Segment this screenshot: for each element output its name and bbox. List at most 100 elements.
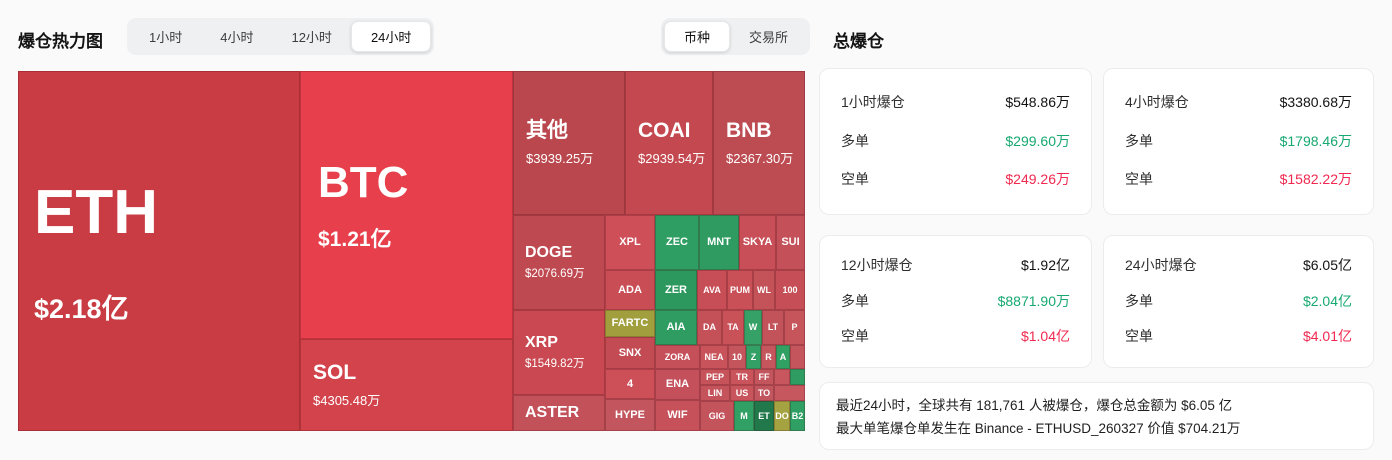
cell-symbol: DO bbox=[775, 410, 789, 421]
treemap-cell-sol[interactable]: SOL $4305.48万 bbox=[300, 339, 513, 431]
cell-symbol: WL bbox=[757, 284, 771, 295]
treemap-cell-xpl[interactable]: XPL bbox=[605, 215, 655, 270]
treemap-cell-snx[interactable]: SNX bbox=[605, 337, 655, 369]
short-value: $1.04亿 bbox=[1020, 328, 1070, 344]
treemap-cell-ava[interactable]: AVA bbox=[697, 270, 727, 310]
cell-symbol: XPL bbox=[619, 236, 641, 249]
treemap-cell-ena[interactable]: ENA bbox=[655, 369, 700, 400]
treemap-cell-blank-36[interactable] bbox=[790, 345, 805, 369]
treemap-cell-us[interactable]: US bbox=[730, 385, 754, 401]
cell-symbol: DOGE bbox=[525, 244, 573, 262]
cell-symbol: NEA bbox=[704, 351, 724, 362]
long-value: $2.04亿 bbox=[1302, 292, 1352, 309]
treemap-cell-pep[interactable]: PEP bbox=[700, 369, 730, 385]
total-row: 4小时爆仓 $3380.68万 bbox=[1125, 92, 1352, 112]
treemap-cell-10[interactable]: 10 bbox=[728, 345, 746, 369]
treemap-cell-lin[interactable]: LIN bbox=[700, 385, 730, 401]
treemap-cell-blank-41[interactable] bbox=[774, 369, 790, 385]
cell-symbol: FARTC bbox=[611, 317, 649, 330]
cell-symbol: B2 bbox=[791, 410, 804, 421]
treemap-cell-blank-46[interactable] bbox=[774, 385, 805, 401]
tab-24h[interactable]: 24小时 bbox=[350, 21, 432, 52]
treemap-cell-btc[interactable]: BTC $1.21亿 bbox=[300, 71, 513, 339]
long-row: 多单 $1798.46万 bbox=[1125, 131, 1352, 151]
treemap-cell-doge[interactable]: DOGE $2076.69万 bbox=[513, 215, 605, 310]
cell-symbol: ZORA bbox=[664, 351, 691, 362]
long-row: 多单 $2.04亿 bbox=[1125, 291, 1352, 311]
treemap-cell-fartc[interactable]: FARTC bbox=[605, 310, 655, 337]
long-value: $8871.90万 bbox=[997, 292, 1070, 309]
treemap-cell-blank-42[interactable] bbox=[790, 369, 805, 385]
tab-12h[interactable]: 12小时 bbox=[291, 30, 332, 45]
treemap-cell-w[interactable]: W bbox=[744, 310, 762, 345]
treemap-cell-nea[interactable]: NEA bbox=[700, 345, 728, 369]
long-row: 多单 $8871.90万 bbox=[841, 291, 1070, 311]
cell-value: $1.21亿 bbox=[318, 228, 392, 252]
treemap-cell-mnt[interactable]: MNT bbox=[699, 215, 739, 270]
treemap-cell-da[interactable]: DA bbox=[697, 310, 722, 345]
treemap-cell-m[interactable]: M bbox=[734, 401, 754, 431]
footer-line-1: 最近24小时，全球共有 181,761 人被爆仓，爆仓总金额为 $6.05 亿 bbox=[836, 398, 1233, 413]
treemap-cell-p[interactable]: P bbox=[784, 310, 805, 345]
treemap-cell-4[interactable]: 4 bbox=[605, 369, 655, 399]
card-title: 24小时爆仓 bbox=[1125, 257, 1197, 273]
treemap-cell-wl[interactable]: WL bbox=[753, 270, 775, 310]
treemap-cell-gig[interactable]: GIG bbox=[700, 401, 734, 431]
short-row: 空单 $1.04亿 bbox=[841, 326, 1070, 346]
cell-symbol: ET bbox=[758, 410, 770, 421]
cell-symbol: PUM bbox=[730, 284, 750, 295]
summary-card-12h: 12小时爆仓 $1.92亿 多单 $8871.90万 空单 $1.04亿 bbox=[819, 235, 1092, 368]
short-row: 空单 $249.26万 bbox=[841, 169, 1070, 189]
cell-symbol: LIN bbox=[707, 387, 723, 398]
cell-symbol: SUI bbox=[781, 236, 800, 249]
treemap-cell-to[interactable]: TO bbox=[754, 385, 774, 401]
cell-symbol: FF bbox=[758, 371, 770, 382]
treemap-cell-ff[interactable]: FF bbox=[754, 369, 774, 385]
cell-symbol: PEP bbox=[705, 371, 724, 382]
treemap-cell-pum[interactable]: PUM bbox=[727, 270, 753, 310]
treemap-cell-ada[interactable]: ADA bbox=[605, 270, 655, 310]
treemap-cell-lt[interactable]: LT bbox=[762, 310, 784, 345]
treemap-cell-xrp[interactable]: XRP $1549.82万 bbox=[513, 310, 605, 395]
cell-value: $2.18亿 bbox=[34, 294, 129, 325]
cell-symbol: A bbox=[779, 351, 787, 362]
treemap-cell-100[interactable]: 100 bbox=[775, 270, 805, 310]
treemap-cell-eth[interactable]: ETH $2.18亿 bbox=[18, 71, 300, 431]
cell-symbol: 其他 bbox=[526, 119, 568, 143]
treemap-cell-hype[interactable]: HYPE bbox=[605, 399, 655, 431]
total-liquidation-title: 总爆仓 bbox=[833, 32, 884, 51]
treemap-cell-wif[interactable]: WIF bbox=[655, 400, 700, 431]
short-row: 空单 $1582.22万 bbox=[1125, 169, 1352, 189]
treemap-cell-zora[interactable]: ZORA bbox=[655, 345, 700, 369]
treemap-cell-a[interactable]: A bbox=[776, 345, 790, 369]
treemap-cell-zec[interactable]: ZEC bbox=[655, 215, 699, 270]
cell-value: $4305.48万 bbox=[313, 392, 381, 408]
treemap-cell-coai[interactable]: COAI $2939.54万 bbox=[625, 71, 713, 215]
short-value: $4.01亿 bbox=[1302, 328, 1352, 344]
treemap-cell-skya[interactable]: SKYA bbox=[739, 215, 776, 270]
treemap-cell-aster[interactable]: ASTER bbox=[513, 395, 605, 431]
treemap-cell-ta[interactable]: TA bbox=[722, 310, 744, 345]
tab-4h[interactable]: 4小时 bbox=[220, 30, 254, 45]
cell-symbol: ADA bbox=[618, 283, 642, 296]
treemap-cell-z[interactable]: Z bbox=[746, 345, 761, 369]
tab-1h[interactable]: 1小时 bbox=[149, 30, 183, 45]
treemap-cell-aia[interactable]: AIA bbox=[655, 310, 697, 345]
cell-symbol: GIG bbox=[708, 410, 726, 421]
treemap-cell-bnb[interactable]: BNB $2367.30万 bbox=[713, 71, 805, 215]
treemap-cell-do[interactable]: DO bbox=[774, 401, 790, 431]
treemap-cell-tr[interactable]: TR bbox=[730, 369, 754, 385]
cell-symbol: US bbox=[735, 387, 749, 398]
toggle-exchange[interactable]: 交易所 bbox=[749, 30, 789, 45]
treemap-cell-sui[interactable]: SUI bbox=[776, 215, 805, 270]
treemap-cell-zer[interactable]: ZER bbox=[655, 270, 697, 310]
short-row: 空单 $4.01亿 bbox=[1125, 326, 1352, 346]
toggle-coin[interactable]: 币种 bbox=[664, 21, 731, 52]
treemap-cell-b2[interactable]: B2 bbox=[790, 401, 805, 431]
cell-symbol: HYPE bbox=[615, 408, 645, 421]
short-label: 空单 bbox=[841, 328, 869, 344]
cell-symbol: TR bbox=[736, 371, 748, 382]
treemap-cell-其他[interactable]: 其他 $3939.25万 bbox=[513, 71, 625, 215]
treemap-cell-r[interactable]: R bbox=[761, 345, 776, 369]
treemap-cell-et[interactable]: ET bbox=[754, 401, 774, 431]
